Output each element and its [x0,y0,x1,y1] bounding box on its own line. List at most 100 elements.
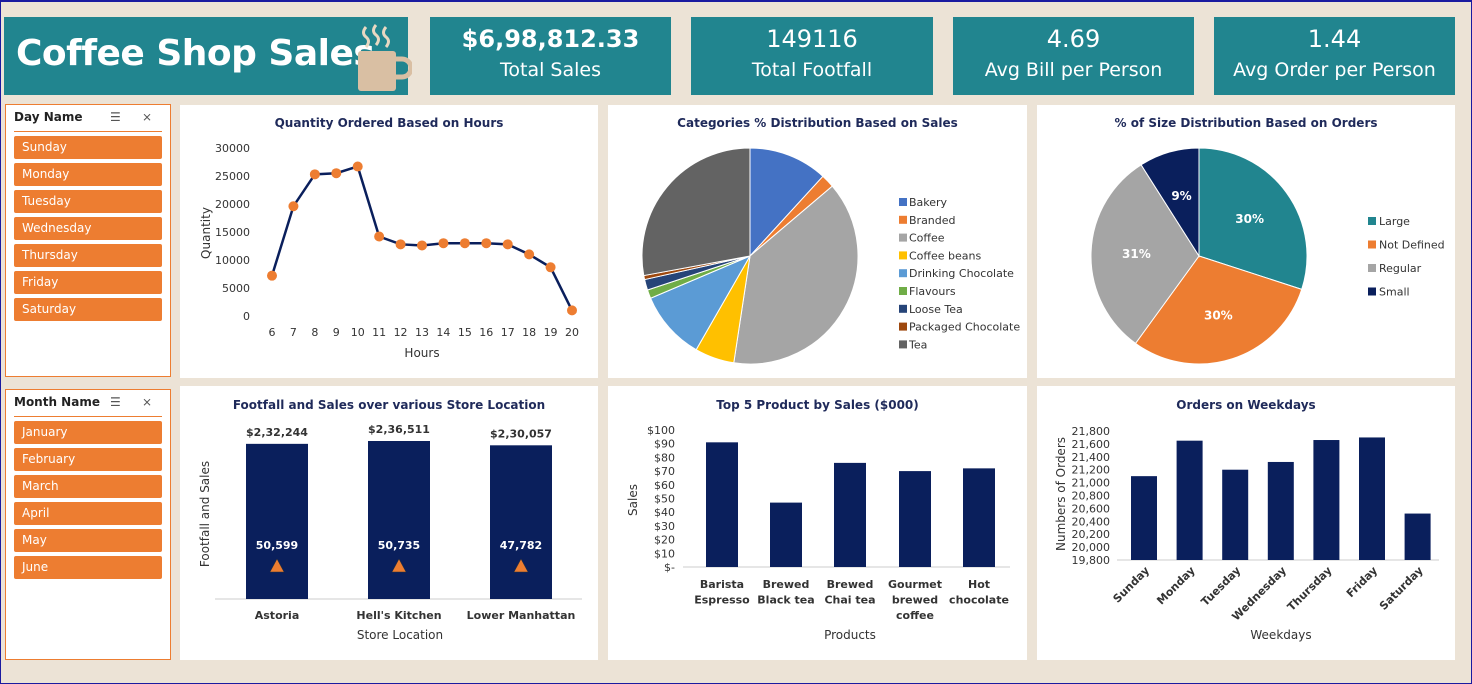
kpi-value: $6,98,812.33 [461,25,640,53]
clear-filter-icon[interactable]: ⨯ [142,395,153,409]
slicer-item-june[interactable]: June [14,556,162,579]
x-tick-label: Espresso [694,594,750,607]
x-tick-label: 18 [522,326,536,339]
footfall-marker [391,558,407,573]
footfall-label: 50,599 [256,539,298,552]
x-tick-label: Gourmet [888,578,942,591]
kpi-value: 1.44 [1307,25,1362,53]
data-point [417,240,427,251]
multi-select-icon[interactable]: ☰ [110,110,121,124]
legend-label: Loose Tea [909,303,963,316]
y-tick-label: $90 [654,438,675,451]
slicer-item-thursday[interactable]: Thursday [14,244,162,267]
slicer-item-may[interactable]: May [14,529,162,552]
x-tick-label: Thursday [1285,564,1335,614]
kpi-avg-bill: 4.69 Avg Bill per Person [953,17,1194,95]
footfall-label: 50,735 [378,539,420,552]
top-products-chart: $100$90$80$70$60$50$40$30$20$10$- Barista… [626,424,1010,642]
x-tick-label: 14 [436,326,450,339]
x-tick-label: Hell's Kitchen [356,609,441,622]
slicer-item-friday[interactable]: Friday [14,271,162,294]
footfall-label: 47,782 [500,539,542,552]
sales-label: $2,30,057 [490,427,552,440]
y-tick-label: 30000 [215,142,250,155]
chart-title: Orders on Weekdays [1176,398,1316,412]
x-tick-label: 16 [479,326,493,339]
dashboard-title: Coffee Shop Sales [16,33,375,74]
x-tick-label: 12 [394,326,408,339]
legend-label: Coffee [909,232,945,245]
data-point [288,201,299,212]
legend-label: Tea [908,338,927,351]
y-tick-label: $100 [647,424,675,437]
legend-swatch [899,233,907,242]
product-bar [899,471,931,567]
x-tick-label: Black tea [757,594,814,607]
y-tick-label: 21,600 [1072,438,1111,451]
y-tick-label: 20,400 [1072,515,1111,528]
data-point [524,249,535,260]
slicer-item-march[interactable]: March [14,475,162,498]
y-tick-label: 10000 [215,254,250,267]
x-tick-label: Brewed [827,578,874,591]
legend-swatch [1368,217,1376,225]
hours-line-chart-panel: Quantity Ordered Based on Hours 30000 250… [180,105,598,378]
x-tick-label: 17 [501,326,515,339]
slicer-item-saturday[interactable]: Saturday [14,298,162,321]
legend-swatch [1368,287,1376,296]
legend-swatch [1368,264,1376,272]
slicer-item-february[interactable]: February [14,448,162,471]
chart-title: Categories % Distribution Based on Sales [677,116,958,130]
slicer-item-wednesday[interactable]: Wednesday [14,217,162,240]
dashboard-title-banner: Coffee Shop Sales [4,17,412,95]
sales-label: $2,36,511 [368,423,430,436]
slicer-item-january[interactable]: January [14,421,162,444]
weekday-bar [1404,513,1431,560]
x-tick-label: 15 [458,326,472,339]
y-tick-label: 20,000 [1072,541,1111,554]
data-point [459,238,470,249]
weekday-orders-chart: 21,80021,60021,40021,20021,00020,80020,6… [1054,425,1439,642]
data-label: 9% [1171,189,1191,203]
kpi-label: Total Sales [500,59,601,81]
top-products-chart-panel: Top 5 Product by Sales ($000) $100 $90 $80… [608,386,1027,660]
legend-swatch [899,215,907,224]
store-location-chart-panel: Footfall and Sales over various Store Lo… [180,386,598,660]
data-point [309,169,320,180]
kpi-value: 149116 [766,25,858,53]
size-pie-chart: 30% 30% 31% 9% Large Not Defined Regular Small [1090,147,1445,365]
slicer-item-monday[interactable]: Monday [14,163,162,186]
size-pie-chart-panel: % of Size Distribution Based on Orders 3… [1037,105,1455,378]
legend-swatch [899,198,907,206]
weekday-bar [1313,440,1340,560]
sales-bar [490,445,552,599]
x-tick-label: Monday [1154,564,1197,607]
y-tick-label: $60 [654,479,675,492]
multi-select-icon[interactable]: ☰ [110,395,121,409]
data-label: 30% [1204,309,1233,323]
weekday-bar [1267,461,1294,560]
product-bar [770,502,802,567]
kpi-label: Avg Bill per Person [984,59,1163,81]
x-tick-label: 7 [290,326,297,339]
sales-label: $2,32,244 [246,426,308,439]
x-axis-label: Store Location [357,628,443,642]
slicer-item-tuesday[interactable]: Tuesday [14,190,162,213]
x-tick-label: 9 [333,326,340,339]
x-tick-label: Tuesday [1199,564,1244,609]
y-tick-label: 25000 [215,170,250,183]
footfall-marker [513,558,529,573]
pie-slice [649,254,752,351]
data-label: 30% [1235,212,1264,226]
kpi-label: Total Footfall [751,59,873,81]
kpi-label: Avg Order per Person [1233,59,1436,81]
y-tick-label: 21,800 [1072,425,1111,438]
legend-swatch [899,322,907,331]
legend-label: Regular [1379,262,1422,275]
slicer-item-april[interactable]: April [14,502,162,525]
clear-filter-icon[interactable]: ⨯ [142,110,153,124]
slicer-item-sunday[interactable]: Sunday [14,136,162,159]
data-point [438,238,449,249]
data-point [374,231,385,242]
y-axis-label: Footfall and Sales [198,461,212,567]
